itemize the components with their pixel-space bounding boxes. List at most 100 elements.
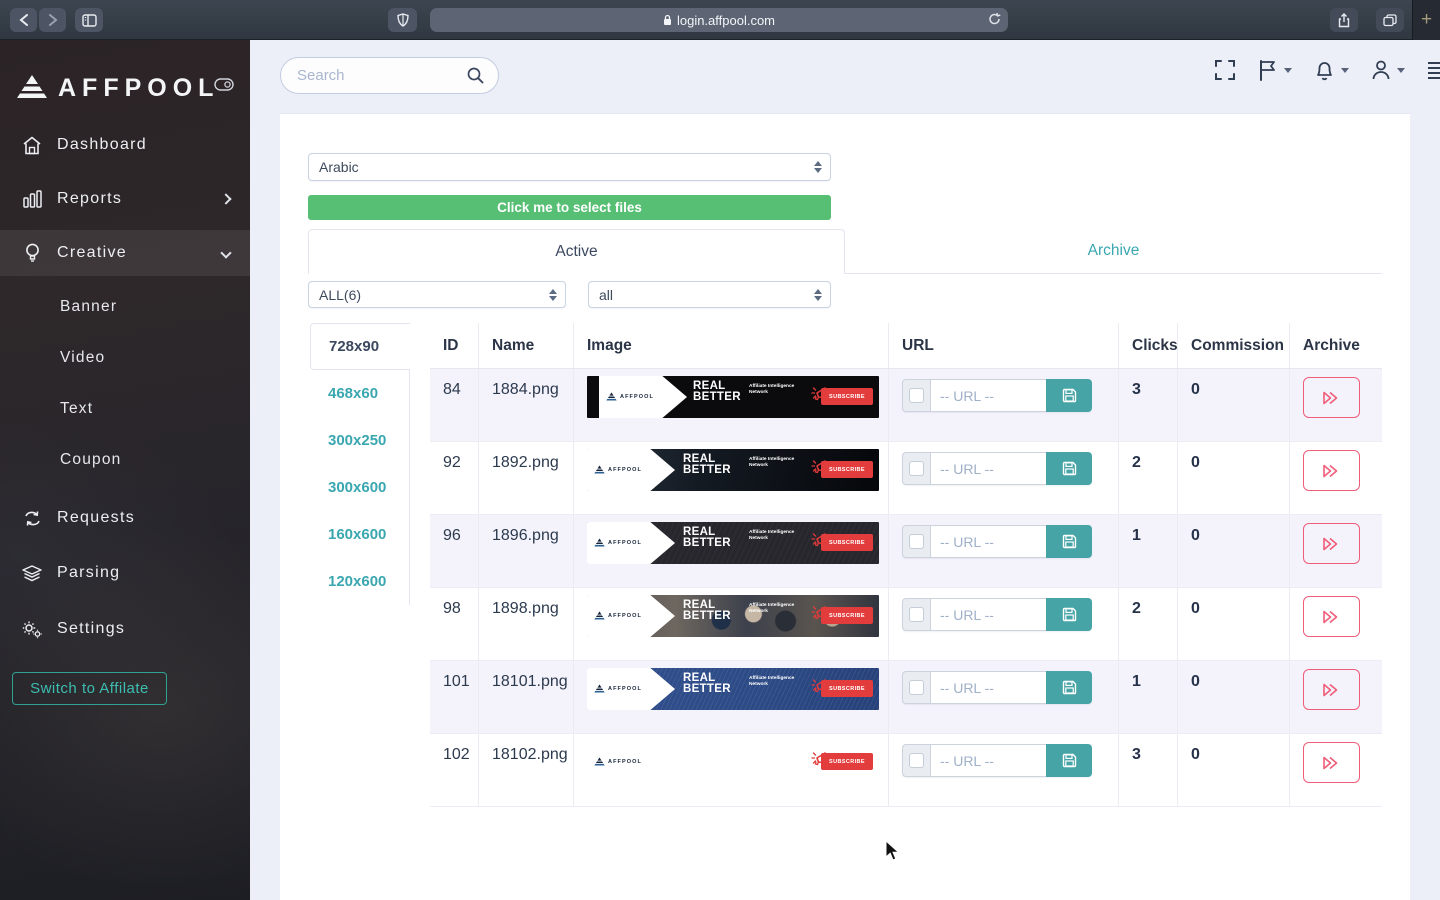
select-files-button[interactable]: Click me to select files <box>308 195 831 220</box>
sidebar-subitem-banner[interactable]: Banner <box>60 298 118 315</box>
search-icon[interactable] <box>467 67 484 84</box>
banner-arrow-shape: AFFPOOL <box>587 449 675 491</box>
banner-creative-image: AFFPOOL REAL BETTER Affiliate Intelligen… <box>587 449 879 491</box>
url-checkbox[interactable] <box>909 607 924 622</box>
banner-creative-image: AFFPOOL REAL BETTER Affiliate Intelligen… <box>587 376 879 418</box>
banner-affpool-logo: AFFPOOL <box>594 538 642 548</box>
sidebar-item-parsing[interactable]: Parsing <box>0 550 250 596</box>
url-input[interactable] <box>930 379 1046 412</box>
reload-button[interactable] <box>988 12 1001 29</box>
language-select[interactable]: Arabic <box>308 153 831 181</box>
save-url-button[interactable] <box>1046 598 1092 631</box>
url-checkbox-segment <box>902 671 930 704</box>
size-tab[interactable]: 160x600 <box>310 511 410 558</box>
banner-tagline: Affiliate Intelligence Network <box>749 384 795 395</box>
banner-headline: REAL BETTER <box>683 599 731 622</box>
size-tab[interactable]: 468x60 <box>310 370 410 417</box>
table-header: ID Name Image URL Clicks Commission Arch… <box>430 323 1382 369</box>
cell-archive <box>1290 369 1382 441</box>
sidebar-item-label: Reports <box>57 190 123 207</box>
sidebar-subitem-coupon[interactable]: Coupon <box>60 451 122 468</box>
sidebar-item-label: Dashboard <box>57 136 147 153</box>
tab-archive[interactable]: Archive <box>845 229 1382 274</box>
logo-text: AFFPOOL <box>58 73 220 102</box>
column-header-archive: Archive <box>1303 336 1360 354</box>
cell-image: AFFPOOL REAL BETTER Affiliate Intelligen… <box>574 661 889 733</box>
banner-creative-image: AFFPOOL REAL BETTER Affiliate Intelligen… <box>587 595 879 637</box>
sidebar-item-settings[interactable]: Settings <box>0 606 250 652</box>
tabs-icon <box>1383 13 1397 26</box>
tab-overview-button[interactable] <box>1376 8 1404 32</box>
forward-icon <box>48 14 58 26</box>
size-tab[interactable]: 120x600 <box>310 558 410 605</box>
cell-url <box>889 515 1119 587</box>
home-icon <box>20 136 44 155</box>
cell-id: 101 <box>430 661 479 733</box>
browser-forward-button[interactable] <box>39 8 66 32</box>
archive-row-button[interactable] <box>1303 669 1360 710</box>
url-input[interactable] <box>930 525 1046 558</box>
url-input-group <box>902 452 1092 485</box>
account-button[interactable] <box>1371 59 1405 81</box>
address-bar[interactable]: login.affpool.com <box>430 8 1008 32</box>
browser-back-button[interactable] <box>10 8 37 32</box>
banner-arrow-shape: AFFPOOL <box>587 668 675 710</box>
url-input[interactable] <box>930 744 1046 777</box>
sidebar-item-reports[interactable]: Reports <box>0 176 250 222</box>
notifications-button[interactable] <box>1314 59 1349 82</box>
url-input-group <box>902 671 1092 704</box>
new-tab-button[interactable]: + <box>1412 0 1440 40</box>
banner-creative-image: AFFPOOL REAL BETTER Affiliate Intelligen… <box>587 741 879 783</box>
switch-to-affiliate-button[interactable]: Switch to Affilate <box>12 672 167 705</box>
cell-commission: 0 <box>1178 369 1290 441</box>
language-flag-button[interactable] <box>1258 59 1292 81</box>
browser-sidebar-toggle-button[interactable] <box>75 8 103 32</box>
table-row: 102 18102.png AFFPOOL REAL BETTER Aff <box>430 734 1382 807</box>
archive-row-button[interactable] <box>1303 523 1360 564</box>
size-tabs: 728x90 468x60 300x250 300x600 160x600 12… <box>310 323 410 605</box>
share-button[interactable] <box>1330 8 1358 32</box>
url-checkbox[interactable] <box>909 461 924 476</box>
size-tab[interactable]: 300x600 <box>310 464 410 511</box>
menu-button[interactable] <box>1427 61 1440 79</box>
size-tab[interactable]: 300x250 <box>310 417 410 464</box>
size-filter-select[interactable]: ALL(6) <box>308 281 566 308</box>
sidebar-subitem-video[interactable]: Video <box>60 349 106 366</box>
url-checkbox[interactable] <box>909 753 924 768</box>
table-row: 84 1884.png AFFPOOL REAL BETTER Affil <box>430 369 1382 442</box>
type-filter-select[interactable]: all <box>588 281 831 308</box>
archive-row-button[interactable] <box>1303 742 1360 783</box>
save-url-button[interactable] <box>1046 379 1092 412</box>
search-input[interactable] <box>297 67 447 84</box>
save-url-button[interactable] <box>1046 525 1092 558</box>
privacy-shield-button[interactable] <box>388 8 417 32</box>
save-url-button[interactable] <box>1046 744 1092 777</box>
fullscreen-button[interactable] <box>1214 59 1236 81</box>
cell-image: AFFPOOL REAL BETTER Affiliate Intelligen… <box>574 515 889 587</box>
banner-creative-image: AFFPOOL REAL BETTER Affiliate Intelligen… <box>587 522 879 564</box>
url-checkbox[interactable] <box>909 388 924 403</box>
size-tab[interactable]: 728x90 <box>310 323 410 370</box>
archive-row-button[interactable] <box>1303 450 1360 491</box>
url-checkbox[interactable] <box>909 680 924 695</box>
banner-headline: REAL BETTER <box>683 453 731 476</box>
sidebar-subitem-text[interactable]: Text <box>60 400 94 417</box>
archive-row-button[interactable] <box>1303 377 1360 418</box>
tab-active[interactable]: Active <box>308 229 845 274</box>
url-input[interactable] <box>930 671 1046 704</box>
table-row: 96 1896.png AFFPOOL REAL BETTER Affil <box>430 515 1382 588</box>
sidebar-item-dashboard[interactable]: Dashboard <box>0 122 250 168</box>
sidebar-item-creative[interactable]: Creative <box>0 230 250 276</box>
save-url-button[interactable] <box>1046 671 1092 704</box>
url-input[interactable] <box>930 598 1046 631</box>
url-checkbox[interactable] <box>909 534 924 549</box>
archive-row-button[interactable] <box>1303 596 1360 637</box>
url-input[interactable] <box>930 452 1046 485</box>
sidebar-collapse-toggle-icon[interactable] <box>214 78 234 96</box>
logo[interactable]: AFFPOOL <box>0 60 250 116</box>
chevron-down-icon <box>220 247 232 259</box>
plus-icon: + <box>1420 9 1433 30</box>
save-url-button[interactable] <box>1046 452 1092 485</box>
sidebar-item-requests[interactable]: Requests <box>0 495 250 541</box>
content-panel: Arabic Click me to select files Active A… <box>280 113 1410 900</box>
